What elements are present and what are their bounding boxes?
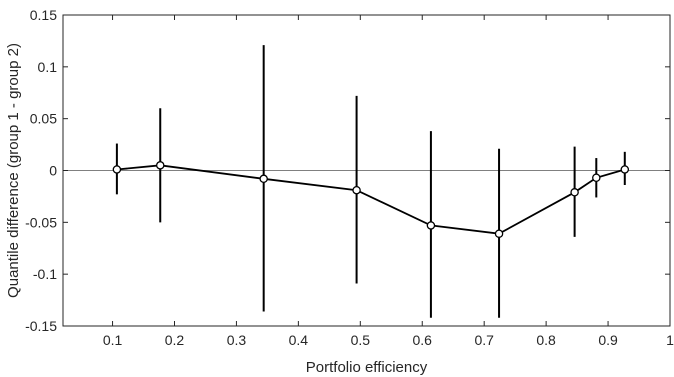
x-tick-label: 0.2 bbox=[165, 332, 185, 348]
y-tick-label: 0.15 bbox=[30, 7, 57, 23]
y-tick-label: 0.05 bbox=[30, 111, 57, 127]
x-tick-label: 0.3 bbox=[227, 332, 247, 348]
data-point[interactable] bbox=[620, 165, 630, 174]
data-point[interactable] bbox=[494, 229, 504, 238]
x-tick-label: 0.8 bbox=[536, 332, 556, 348]
x-tick-label: 0.9 bbox=[598, 332, 618, 348]
series-line bbox=[116, 164, 626, 235]
data-point[interactable] bbox=[112, 165, 122, 174]
data-point[interactable] bbox=[155, 161, 165, 170]
y-tick-label: 0 bbox=[49, 163, 57, 179]
y-tick-label: 0.1 bbox=[38, 59, 58, 75]
y-tick-label: -0.1 bbox=[33, 266, 57, 282]
data-point[interactable] bbox=[570, 188, 579, 197]
y-axis-label: Quantile difference (group 1 - group 2) bbox=[5, 43, 22, 298]
x-ticks: 0.1 0.2 0.3 0.4 0.5 0.6 0.7 0.8 0.9 1 bbox=[103, 15, 674, 348]
x-tick-label: 1 bbox=[666, 332, 674, 348]
data-point[interactable] bbox=[592, 173, 601, 183]
x-axis-label: Portfolio efficiency bbox=[306, 359, 428, 376]
y-tick-label: -0.15 bbox=[25, 318, 57, 334]
data-point[interactable] bbox=[426, 221, 436, 230]
data-points bbox=[112, 161, 630, 238]
y-tick-label: -0.05 bbox=[25, 214, 57, 230]
data-point[interactable] bbox=[259, 174, 268, 184]
data-point[interactable] bbox=[352, 185, 361, 195]
error-bars bbox=[115, 45, 626, 318]
x-tick-label: 0.4 bbox=[289, 332, 309, 348]
y-ticks: -0.15 -0.1 -0.05 0 0.05 0.1 0.15 bbox=[25, 7, 670, 334]
x-tick-label: 0.1 bbox=[103, 332, 123, 348]
x-tick-label: 0.6 bbox=[413, 332, 433, 348]
series-line-group bbox=[116, 164, 626, 235]
x-tick-label: 0.7 bbox=[474, 332, 494, 348]
x-tick-label: 0.5 bbox=[351, 332, 371, 348]
